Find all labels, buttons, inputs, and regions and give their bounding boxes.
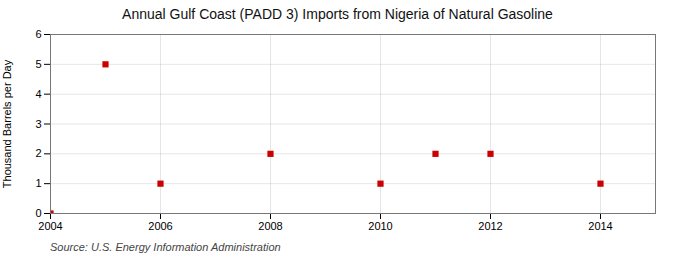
svg-text:1: 1 bbox=[35, 177, 41, 189]
svg-text:4: 4 bbox=[35, 88, 41, 100]
html-text:Annual Gulf Coast (PADD 3) Imp: Annual Gulf Coast (PADD 3) Imports from … bbox=[122, 6, 553, 22]
svg-text:Thousand Barrels per Day: Thousand Barrels per Day bbox=[1, 59, 13, 188]
svg-text:3: 3 bbox=[35, 118, 41, 130]
svg-text:5: 5 bbox=[35, 58, 41, 70]
svg-text:2: 2 bbox=[35, 147, 41, 159]
svg-text:0: 0 bbox=[35, 207, 41, 219]
svg-text:2004: 2004 bbox=[38, 220, 62, 232]
svg-text:2008: 2008 bbox=[258, 220, 282, 232]
svg-text:6: 6 bbox=[35, 28, 41, 40]
svg-text:2012: 2012 bbox=[478, 220, 502, 232]
svg-text:2014: 2014 bbox=[588, 220, 612, 232]
svg-text:2010: 2010 bbox=[368, 220, 392, 232]
svg-text:2006: 2006 bbox=[148, 220, 172, 232]
html-text:Source: U.S. Energy Informatio: Source: U.S. Energy Information Administ… bbox=[50, 241, 281, 253]
